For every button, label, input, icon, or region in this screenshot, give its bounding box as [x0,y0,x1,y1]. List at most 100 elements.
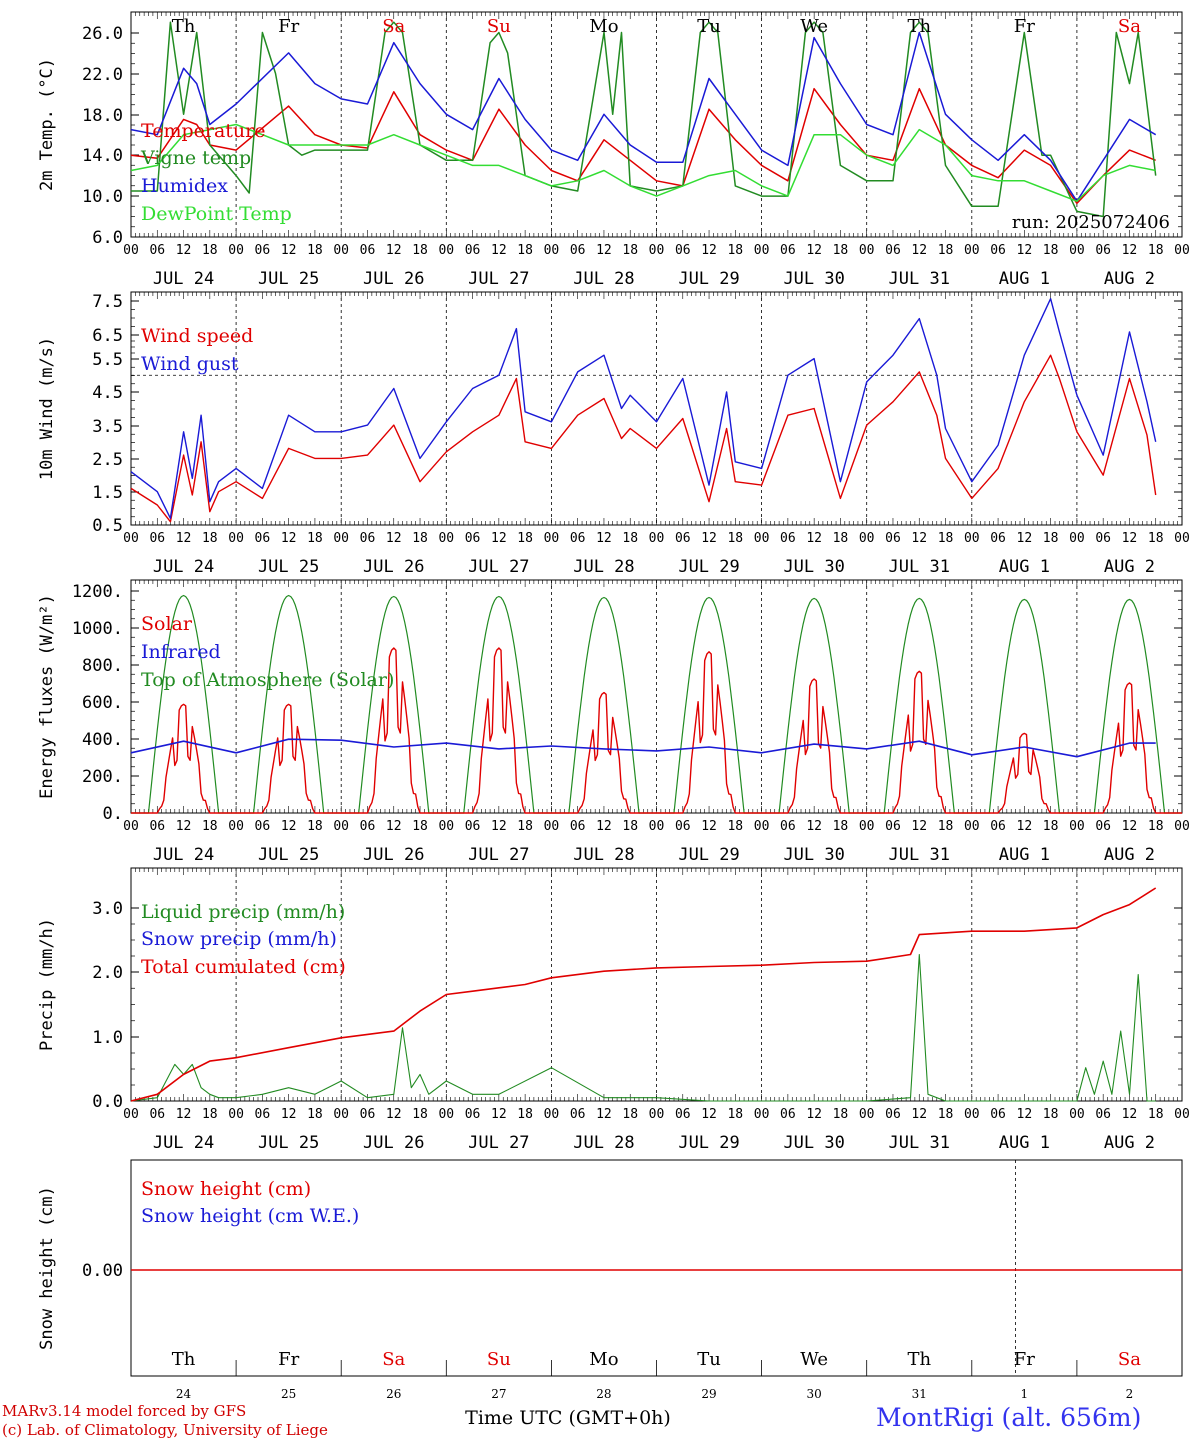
wind-hour-tick-label: 12 [176,531,192,546]
precip-date-label: JUL 31 [889,1133,950,1153]
wind-y-axis-label: 10m Wind (m/s) [37,337,57,480]
wind-hour-tick-label: 00 [544,531,560,546]
snow-y-tick-label: 0.00 [82,1261,123,1281]
time-axis-label: Time UTC (GMT+0h) [465,1407,671,1429]
wind-y-tick-label: 6.5 [92,326,123,346]
snow-day-number: 30 [807,1387,822,1401]
energy-y-axis-label: Energy fluxes (W/m²) [37,594,57,799]
energy-hour-tick-label: 12 [1122,819,1138,834]
precip-y-tick-label: 0.0 [92,1092,123,1112]
energy-hour-tick-label: 00 [544,819,560,834]
snow-day-name: We [800,1349,828,1370]
temp-hour-tick-label: 00 [1174,243,1190,258]
precip-date-label: JUL 30 [783,1133,844,1153]
energy-hour-tick-label: 18 [938,819,954,834]
temp-date-label: JUL 25 [258,269,319,289]
temp-day-name: Mo [589,16,618,37]
temp-date-label: JUL 31 [889,269,950,289]
precip-hour-tick-label: 12 [491,1107,507,1122]
temp-hour-tick-label: 06 [570,243,586,258]
wind-hour-tick-label: 18 [622,531,638,546]
precip-series-liquid [130,953,1156,1102]
wind-date-label: JUL 25 [258,557,319,577]
temp-hour-tick-label: 00 [438,243,454,258]
wind-hour-tick-label: 06 [149,531,165,546]
temp-hour-tick-label: 06 [255,243,271,258]
energy-series-solar [131,647,1182,814]
snow-legend-snow-height-cm-: Snow height (cm) [141,1178,311,1200]
energy-hour-tick-label: 00 [859,819,875,834]
snow-day-name: Th [907,1349,931,1370]
snow-y-axis-label: Snow height (cm) [37,1186,57,1350]
temp-y-tick-label: 14.0 [82,146,123,166]
precip-hour-tick-label: 06 [990,1107,1006,1122]
precip-hour-tick-label: 06 [360,1107,376,1122]
precip-hour-tick-label: 18 [622,1107,638,1122]
precip-hour-tick-label: 18 [517,1107,533,1122]
snow-day-name: Su [487,1349,511,1370]
temp-hour-tick-label: 06 [149,243,165,258]
precip-hour-tick-label: 00 [228,1107,244,1122]
wind-hour-tick-label: 12 [386,531,402,546]
precip-date-label: AUG 1 [999,1133,1050,1153]
temp-y-tick-label: 10.0 [82,187,123,207]
energy-legend-infrared: Infrared [141,641,221,663]
precip-hour-tick-label: 00 [649,1107,665,1122]
snow-day-name: Mo [589,1349,618,1370]
temp-legend-humidex: Humidex [141,175,228,197]
precip-hour-tick-label: 06 [255,1107,271,1122]
run-annotation: run: 2025072406 [1012,212,1170,233]
wind-date-label: JUL 26 [363,557,424,577]
temp-legend-temperature: Temperature [141,120,265,142]
temp-day-name: Fr [1014,16,1035,37]
temp-hour-tick-label: 18 [307,243,323,258]
energy-hour-tick-label: 12 [1017,819,1033,834]
precip-hour-tick-label: 00 [333,1107,349,1122]
precip-date-label: AUG 2 [1104,1133,1155,1153]
temp-hour-tick-label: 18 [727,243,743,258]
wind-hour-tick-label: 18 [517,531,533,546]
wind-series-wind-speed [130,354,1157,523]
wind-hour-tick-label: 18 [727,531,743,546]
temp-date-label: AUG 1 [999,269,1050,289]
wind-hour-tick-label: 00 [228,531,244,546]
wind-hour-tick-label: 00 [123,531,139,546]
wind-hour-tick-label: 06 [465,531,481,546]
energy-hour-tick-label: 18 [412,819,428,834]
energy-hour-tick-label: 00 [438,819,454,834]
energy-hour-tick-label: 06 [1095,819,1111,834]
wind-date-label: AUG 1 [999,557,1050,577]
precip-y-tick-label: 2.0 [92,963,123,983]
model-credit-line2: (c) Lab. of Climatology, University of L… [2,1421,328,1439]
temp-day-name: Sa [1118,16,1141,37]
wind-y-tick-label: 7.5 [92,292,123,312]
energy-hour-tick-label: 00 [333,819,349,834]
temp-hour-tick-label: 12 [701,243,717,258]
energy-hour-tick-label: 00 [1069,819,1085,834]
precip-hour-tick-label: 00 [438,1107,454,1122]
energy-y-tick-label: 800. [82,656,123,676]
wind-date-label: JUL 24 [153,557,214,577]
precip-hour-tick-label: 12 [806,1107,822,1122]
precip-y-tick-label: 1.0 [92,1028,123,1048]
temp-day-name: Tu [697,16,721,37]
precip-y-axis-label: Precip (mm/h) [37,918,57,1051]
precip-date-label: JUL 24 [153,1133,214,1153]
temp-y-tick-label: 6.0 [92,228,123,248]
energy-hour-tick-label: 06 [570,819,586,834]
precip-hour-tick-label: 12 [281,1107,297,1122]
snow-day-number: 24 [176,1387,192,1401]
precip-date-label: JUL 28 [573,1133,634,1153]
temp-hour-tick-label: 06 [465,243,481,258]
wind-hour-tick-label: 00 [754,531,770,546]
wind-hour-tick-label: 18 [1148,531,1164,546]
temp-hour-tick-label: 00 [123,243,139,258]
wind-hour-tick-label: 00 [333,531,349,546]
energy-hour-tick-label: 12 [281,819,297,834]
energy-hour-tick-label: 12 [701,819,717,834]
wind-hour-tick-label: 18 [412,531,428,546]
precip-hour-tick-label: 00 [754,1107,770,1122]
energy-hour-tick-label: 12 [806,819,822,834]
snow-day-number: 25 [281,1387,296,1401]
energy-hour-tick-label: 00 [123,819,139,834]
